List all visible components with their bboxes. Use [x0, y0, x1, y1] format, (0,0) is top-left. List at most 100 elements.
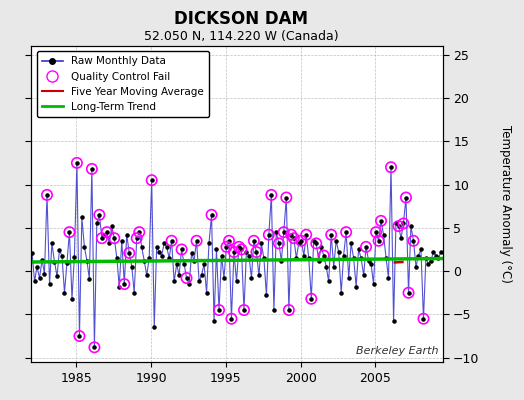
Point	[260, 255, 268, 261]
Point	[148, 177, 156, 183]
Point	[304, 255, 313, 261]
Point	[392, 220, 400, 227]
Point	[235, 244, 243, 250]
Point	[90, 344, 99, 350]
Point	[275, 240, 283, 246]
Point	[75, 333, 84, 339]
Point	[359, 272, 368, 279]
Point	[198, 272, 206, 279]
Point	[133, 235, 141, 241]
Point	[419, 316, 428, 322]
Point	[357, 255, 365, 261]
Point	[50, 258, 59, 265]
Point	[297, 238, 305, 244]
Point	[270, 307, 278, 313]
Point	[215, 307, 223, 313]
Text: Berkeley Earth: Berkeley Earth	[356, 346, 439, 356]
Point	[242, 249, 250, 255]
Point	[75, 333, 84, 339]
Point	[110, 235, 118, 241]
Point	[70, 254, 79, 260]
Point	[237, 246, 246, 253]
Point	[97, 235, 106, 241]
Point	[133, 235, 141, 241]
Point	[280, 229, 288, 235]
Point	[379, 232, 388, 238]
Point	[165, 255, 173, 261]
Point	[113, 255, 121, 261]
Point	[409, 238, 418, 244]
Point	[135, 229, 144, 235]
Point	[287, 232, 296, 238]
Point	[252, 249, 260, 255]
Point	[123, 232, 131, 238]
Point	[110, 235, 118, 241]
Point	[267, 192, 276, 198]
Point	[332, 238, 340, 244]
Point	[310, 238, 318, 244]
Point	[282, 194, 290, 201]
Point	[88, 166, 96, 172]
Point	[175, 272, 183, 279]
Point	[60, 290, 69, 296]
Point	[220, 275, 228, 281]
Point	[167, 238, 176, 244]
Point	[155, 249, 163, 255]
Text: DICKSON DAM: DICKSON DAM	[174, 10, 308, 28]
Point	[285, 307, 293, 313]
Point	[282, 194, 290, 201]
Point	[97, 235, 106, 241]
Point	[43, 192, 51, 198]
Point	[255, 272, 263, 279]
Point	[240, 307, 248, 313]
Point	[192, 238, 201, 244]
Point	[205, 240, 213, 246]
Point	[95, 212, 104, 218]
Point	[375, 238, 383, 244]
Point	[290, 235, 298, 241]
Point	[427, 258, 435, 264]
Point	[409, 238, 418, 244]
Point	[192, 238, 201, 244]
Point	[143, 272, 151, 279]
Point	[375, 238, 383, 244]
Point	[414, 252, 422, 259]
Point	[300, 252, 308, 259]
Point	[362, 244, 370, 250]
Point	[327, 232, 335, 238]
Point	[167, 238, 176, 244]
Point	[73, 160, 81, 166]
Point	[342, 229, 351, 235]
Point	[372, 229, 380, 235]
Legend: Raw Monthly Data, Quality Control Fail, Five Year Moving Average, Long-Term Tren: Raw Monthly Data, Quality Control Fail, …	[37, 51, 209, 117]
Point	[377, 218, 385, 224]
Point	[230, 249, 238, 255]
Point	[367, 261, 375, 267]
Point	[434, 255, 443, 261]
Point	[292, 255, 301, 261]
Point	[117, 238, 126, 244]
Point	[387, 164, 395, 170]
Point	[364, 258, 373, 264]
Point	[297, 238, 305, 244]
Point	[337, 290, 345, 296]
Point	[190, 258, 198, 264]
Point	[148, 177, 156, 183]
Point	[342, 229, 351, 235]
Point	[384, 275, 392, 281]
Point	[285, 307, 293, 313]
Point	[424, 261, 433, 267]
Point	[195, 278, 203, 285]
Point	[402, 194, 410, 201]
Point	[232, 278, 241, 285]
Point	[53, 273, 61, 280]
Point	[225, 238, 233, 244]
Point	[369, 281, 378, 287]
Point	[265, 232, 273, 238]
Point	[73, 160, 81, 166]
Point	[389, 318, 398, 324]
Point	[158, 252, 166, 259]
Point	[35, 275, 43, 281]
Point	[95, 212, 104, 218]
Point	[78, 214, 86, 221]
